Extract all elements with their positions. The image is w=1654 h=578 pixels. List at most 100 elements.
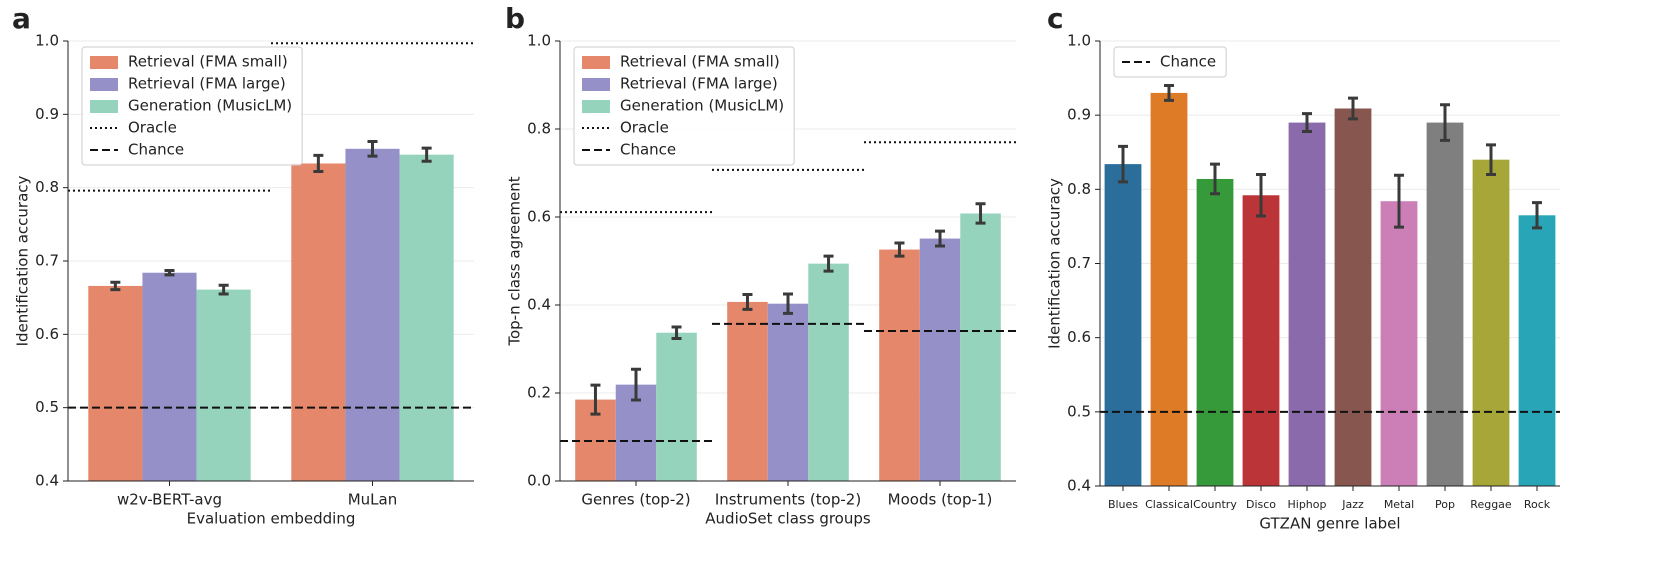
y-tick-label: 0.6 <box>35 325 59 343</box>
x-tick-label: Rock <box>1524 498 1551 511</box>
legend-swatch <box>90 100 118 113</box>
bar <box>1334 108 1372 486</box>
y-tick-label: 0.7 <box>1067 254 1091 272</box>
x-tick-label: Country <box>1193 498 1237 511</box>
y-axis-label: Identification accuracy <box>14 175 32 346</box>
bar <box>291 163 346 481</box>
x-tick-label: Moods (top-1) <box>888 491 993 509</box>
bar <box>960 213 1001 482</box>
error-bar <box>631 367 641 402</box>
error-bar <box>1302 112 1312 133</box>
x-tick-label: Instruments (top-2) <box>715 491 861 509</box>
legend-label: Retrieval (FMA large) <box>620 75 778 93</box>
y-tick-label: 0.9 <box>1067 106 1091 124</box>
error-bar <box>935 229 945 248</box>
x-tick-label: MuLan <box>348 491 398 509</box>
error-bar <box>313 153 324 174</box>
error-bar <box>1394 173 1404 229</box>
legend-swatch <box>90 56 118 69</box>
y-tick-label: 0.6 <box>527 208 551 226</box>
error-bar <box>1164 84 1174 102</box>
x-tick-label: Metal <box>1384 498 1414 511</box>
x-tick-label: Hiphop <box>1288 498 1327 511</box>
x-tick-label: Disco <box>1246 498 1276 511</box>
x-tick-label: Pop <box>1435 498 1455 511</box>
error-bar <box>1440 103 1450 142</box>
legend-label: Oracle <box>128 119 177 137</box>
y-tick-label: 0.4 <box>1067 477 1091 495</box>
y-tick-label: 0.0 <box>527 472 551 490</box>
x-axis-label: AudioSet class groups <box>705 510 871 528</box>
bar <box>1150 92 1188 487</box>
y-tick-label: 0.7 <box>35 252 59 270</box>
x-axis-label: Evaluation embedding <box>187 510 356 528</box>
legend-label: Chance <box>620 141 676 159</box>
y-tick-label: 0.5 <box>35 398 59 416</box>
error-bar <box>110 280 121 292</box>
error-bar <box>1486 143 1496 176</box>
bar <box>1426 122 1464 486</box>
bar <box>808 263 849 481</box>
bar <box>196 289 251 481</box>
error-bar <box>823 254 834 273</box>
error-bar <box>1532 201 1542 230</box>
y-tick-label: 0.4 <box>35 472 59 490</box>
error-bar <box>218 283 229 296</box>
bar <box>727 301 768 481</box>
legend-label: Generation (MusicLM) <box>620 97 784 115</box>
panel-letter: c <box>1047 2 1064 35</box>
bar <box>656 332 697 481</box>
error-bar <box>1256 173 1266 218</box>
y-tick-label: 1.0 <box>35 32 59 50</box>
x-tick-label: Classical <box>1145 498 1193 511</box>
error-bar <box>1118 144 1128 184</box>
legend-swatch <box>582 100 610 113</box>
error-bar <box>783 292 793 315</box>
x-axis-label: GTZAN genre label <box>1259 515 1400 533</box>
bar <box>345 148 400 482</box>
bar <box>88 285 143 481</box>
y-tick-label: 0.8 <box>1067 180 1091 198</box>
legend-swatch <box>582 78 610 91</box>
legend-box <box>81 46 303 166</box>
legend-label: Chance <box>1160 53 1216 71</box>
y-tick-label: 0.6 <box>1067 328 1091 346</box>
error-bar <box>742 292 753 311</box>
bar <box>399 154 454 481</box>
bar <box>1196 178 1234 486</box>
error-bar <box>1348 96 1358 121</box>
error-bar <box>894 241 905 258</box>
bar <box>142 272 197 481</box>
legend-label: Generation (MusicLM) <box>128 97 292 115</box>
x-tick-label: Genres (top-2) <box>581 491 690 509</box>
bar <box>1380 201 1418 486</box>
error-bar <box>671 325 682 340</box>
error-bar <box>164 269 175 277</box>
bar <box>1472 159 1510 486</box>
legend-box <box>573 46 795 166</box>
bar <box>1242 195 1280 486</box>
legend-swatch <box>582 56 610 69</box>
bar <box>919 238 961 481</box>
bar <box>1518 215 1556 486</box>
x-tick-label: Jazz <box>1341 498 1364 511</box>
y-tick-label: 0.9 <box>35 105 59 123</box>
y-tick-label: 0.2 <box>527 384 551 402</box>
y-tick-label: 0.8 <box>35 178 59 196</box>
y-tick-label: 0.5 <box>1067 402 1091 420</box>
error-bar <box>421 146 432 163</box>
bar <box>1104 164 1142 486</box>
legend-label: Retrieval (FMA small) <box>620 53 780 71</box>
error-bar <box>367 139 378 158</box>
legend-label: Retrieval (FMA large) <box>128 75 286 93</box>
error-bar <box>975 202 986 225</box>
y-tick-label: 0.8 <box>527 120 551 138</box>
y-tick-label: 0.4 <box>527 296 551 314</box>
x-tick-label: w2v-BERT-avg <box>117 491 222 509</box>
y-axis-label: Top-n class agreement <box>506 176 524 346</box>
x-tick-label: Blues <box>1108 498 1138 511</box>
x-tick-label: Reggae <box>1470 498 1512 511</box>
legend-label: Chance <box>128 141 184 159</box>
legend-swatch <box>90 78 118 91</box>
